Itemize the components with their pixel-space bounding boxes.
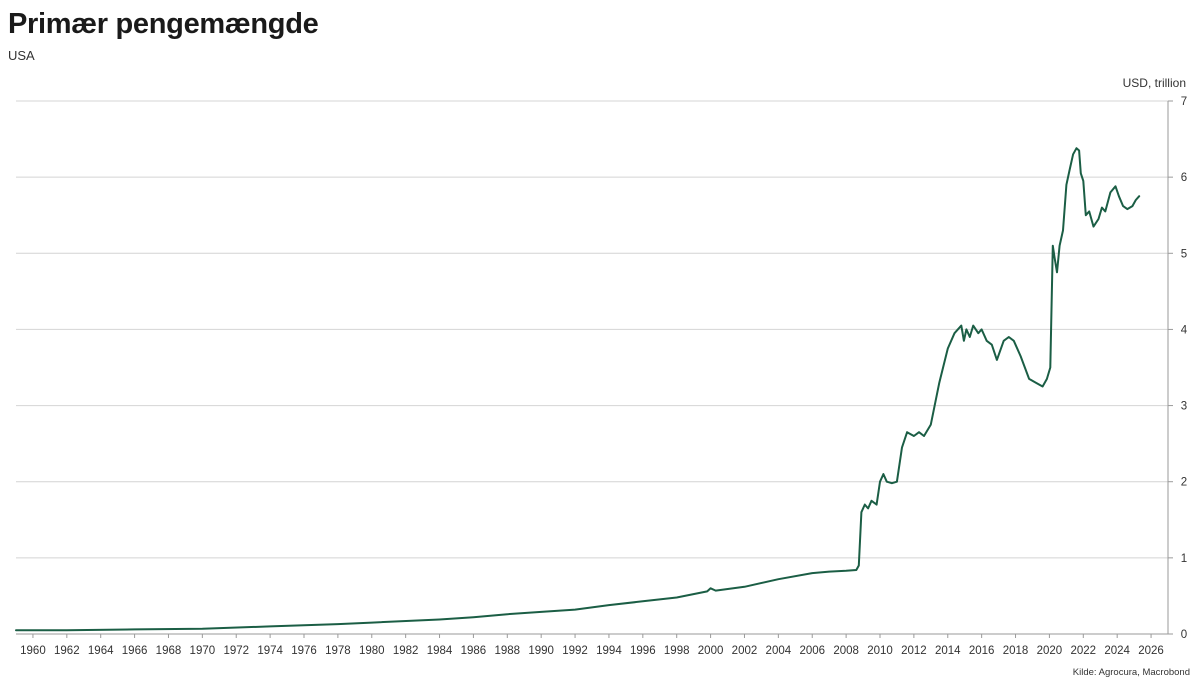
x-axis-ticks: 1960 1962 1964 1966 1968 1970 1972 1974 1976 1978…	[20, 634, 1164, 657]
y-tick-label: 4	[1181, 324, 1188, 336]
source-note: Kilde: Agrocura, Macrobond	[1072, 667, 1190, 678]
series-line-0	[15, 147, 1141, 632]
y-tick-label: 6	[1181, 172, 1187, 184]
x-tick-label: 1974	[257, 645, 283, 657]
x-tick-label: 2022	[1070, 645, 1096, 657]
y-tick-label: 0	[1181, 629, 1187, 641]
x-tick-label: 1976	[291, 645, 317, 657]
x-tick-label: 2018	[1003, 645, 1029, 657]
gridlines	[16, 100, 1168, 635]
x-tick-label: 2024	[1104, 645, 1130, 657]
x-tick-label: 2012	[901, 645, 927, 657]
x-tick-label: 1986	[461, 645, 487, 657]
x-tick-label: 1964	[88, 645, 114, 657]
chart-title: Primær pengemængde	[8, 8, 319, 40]
y-tick-label: 1	[1181, 553, 1187, 565]
y-tick-label: 3	[1181, 401, 1187, 413]
y-axis-ticks: 0 1 2 3 4 5 6 7	[1167, 96, 1188, 641]
x-tick-label: 1972	[223, 645, 249, 657]
x-tick-label: 1968	[156, 645, 182, 657]
x-tick-label: 1970	[190, 645, 216, 657]
x-tick-label: 2016	[969, 645, 995, 657]
x-tick-label: 2008	[833, 645, 859, 657]
x-tick-label: 1984	[427, 645, 453, 657]
y-tick-label: 7	[1181, 96, 1187, 108]
chart-subtitle: USA	[8, 48, 35, 63]
x-tick-label: 2004	[766, 645, 792, 657]
x-tick-label: 1996	[630, 645, 656, 657]
y-axis-unit-label: USD, trillion	[1122, 76, 1186, 90]
x-tick-label: 2000	[698, 645, 724, 657]
x-tick-label: 1960	[20, 645, 46, 657]
x-tick-label: 2006	[799, 645, 825, 657]
x-tick-label: 2020	[1037, 645, 1063, 657]
x-tick-label: 1980	[359, 645, 385, 657]
x-tick-label: 1988	[494, 645, 520, 657]
x-tick-label: 1998	[664, 645, 690, 657]
series-lines	[15, 147, 1141, 632]
x-tick-label: 2010	[867, 645, 893, 657]
x-tick-label: 2026	[1138, 645, 1164, 657]
x-tick-label: 2014	[935, 645, 961, 657]
x-tick-label: 1962	[54, 645, 80, 657]
x-tick-label: 2002	[732, 645, 758, 657]
x-tick-label: 1978	[325, 645, 351, 657]
y-tick-label: 5	[1181, 248, 1187, 260]
x-tick-label: 1990	[528, 645, 554, 657]
x-tick-label: 1982	[393, 645, 419, 657]
x-tick-label: 1994	[596, 645, 622, 657]
x-tick-label: 1966	[122, 645, 148, 657]
y-tick-label: 2	[1181, 477, 1187, 489]
x-tick-label: 1992	[562, 645, 588, 657]
